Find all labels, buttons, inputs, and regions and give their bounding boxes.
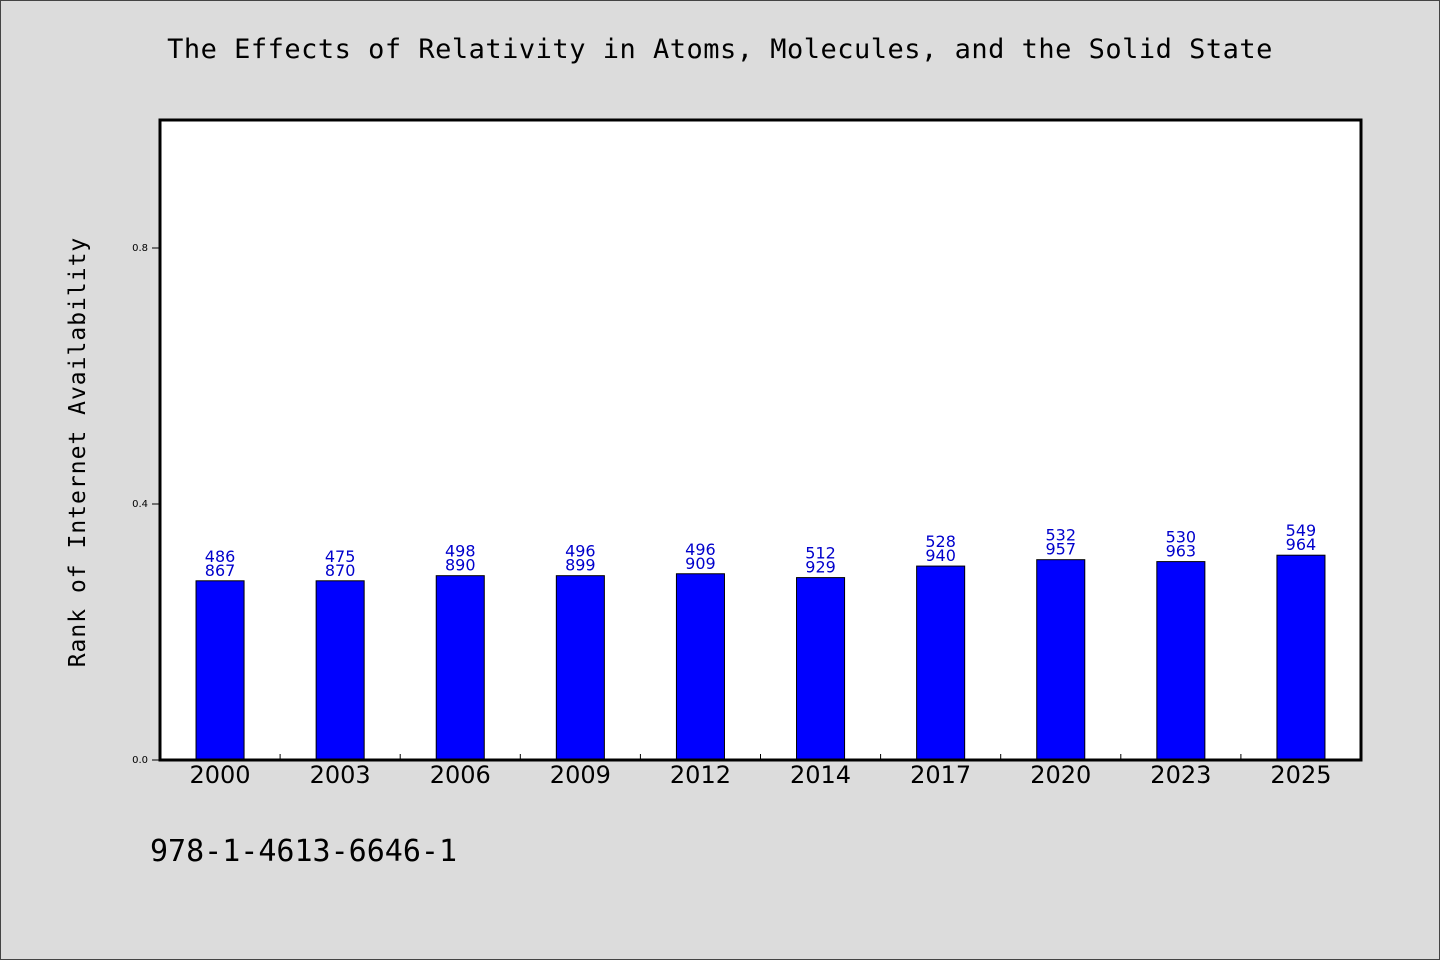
bar-label-top: 530 [1166,528,1197,547]
bar-label-top: 496 [685,540,716,559]
bar-2017 [916,565,966,761]
bar-label-top: 475 [325,547,356,566]
bar-2014 [796,577,846,761]
bar-label-top: 486 [205,547,236,566]
x-category-label: 2023 [1150,761,1211,789]
bar-label-bottom: 899 [565,556,596,575]
bar-2006 [435,575,485,761]
x-category-label: 2017 [910,761,971,789]
bar-label-top: 528 [925,532,956,551]
bar-2012 [675,573,725,761]
bar-label-top: 498 [445,542,476,561]
x-category-label: 2006 [430,761,491,789]
bar-label-bottom: 964 [1286,535,1317,554]
bar-2023 [1156,561,1206,761]
bar-label-bottom: 867 [205,561,236,580]
bar-label-bottom: 890 [445,556,476,575]
x-category-label: 2012 [670,761,731,789]
chart-title: The Effects of Relativity in Atoms, Mole… [167,34,1273,65]
x-axis-categories: 2000 2003 2006 2009 2012 2014 2017 2020 2023 2025 [190,761,1332,789]
bar-2000 [195,580,245,761]
x-category-label: 2025 [1270,761,1331,789]
y-tick-label: 0.0 [132,755,148,766]
bar-label-bottom: 957 [1045,540,1076,559]
bar-2003 [315,580,365,761]
bar-label-bottom: 870 [325,561,356,580]
x-category-label: 2000 [190,761,251,789]
plot-border [158,118,1363,762]
x-category-label: 2020 [1030,761,1091,789]
bars [195,554,1326,761]
bar-label-top: 512 [805,544,836,563]
footer-isbn: 978-1-4613-6646-1 [150,834,458,869]
bar-2009 [555,575,605,761]
bar-label-bottom: 909 [685,554,716,573]
bar-label-bottom: 940 [925,546,956,565]
bar-2020 [1036,559,1086,761]
bar-label-top: 532 [1045,526,1076,545]
x-category-label: 2003 [310,761,371,789]
x-category-label: 2009 [550,761,611,789]
bar-2025 [1276,554,1326,761]
bar-label-top: 549 [1286,521,1317,540]
bar-labels: 4868674758704988904968994969095129295289… [205,521,1316,580]
y-tick-label: 0.4 [132,499,148,510]
x-category-label: 2014 [790,761,851,789]
bar-label-top: 496 [565,542,596,561]
bar-label-bottom: 963 [1166,542,1197,561]
bar-label-bottom: 929 [805,558,836,577]
y-tick-label: 0.8 [132,243,148,254]
